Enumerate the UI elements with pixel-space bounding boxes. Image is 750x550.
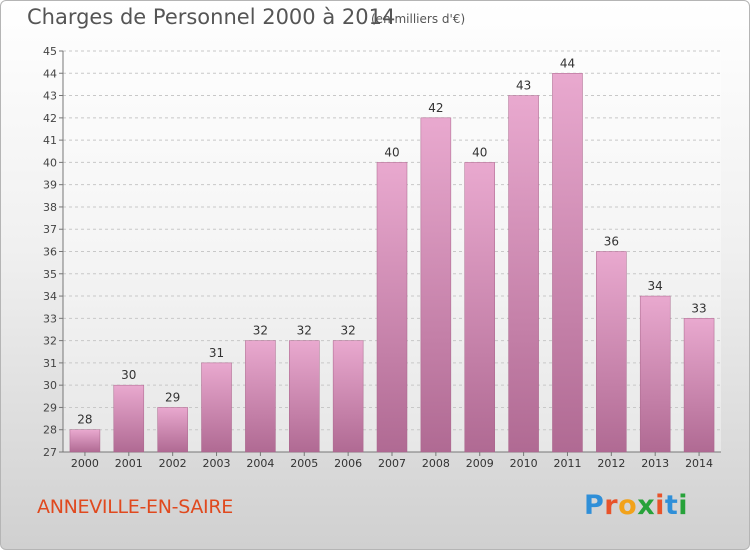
y-tick-label: 36 [43,246,57,259]
y-tick-label: 28 [43,424,57,437]
y-tick-label: 45 [43,45,57,58]
x-tick-label: 2014 [685,457,713,470]
bar [113,384,145,453]
y-tick-label: 37 [43,223,57,236]
x-tick-label: 2011 [553,457,581,470]
x-tick-label: 2002 [159,457,187,470]
data-label: 42 [428,101,443,115]
data-label: 43 [516,79,531,93]
y-tick-label: 27 [43,446,57,459]
y-tick-label: 33 [43,312,57,325]
bar [508,95,539,453]
data-label: 34 [648,279,663,293]
bar [69,429,101,453]
logo-letter: o [618,490,638,521]
x-tick-label: 2001 [115,457,143,470]
x-tick-label: 2005 [290,457,318,470]
y-tick-label: 41 [43,134,57,147]
bar [464,162,495,453]
chart-title: Charges de Personnel 2000 à 2014 [27,5,396,29]
y-tick-label: 39 [43,179,57,192]
logo-letter: i [655,490,665,521]
logo-letter: t [664,490,679,521]
data-label: 40 [472,145,487,159]
bar [376,162,408,453]
y-tick-label: 34 [43,290,57,303]
bar [201,362,232,453]
data-label: 33 [691,301,706,315]
y-tick-label: 35 [43,268,57,281]
place-name: ANNEVILLE-EN-SAIRE [37,496,233,518]
y-tick-label: 29 [43,401,57,414]
x-tick-label: 2009 [466,457,494,470]
y-tick-label: 43 [43,90,57,103]
y-tick-label: 42 [43,112,57,125]
x-tick-label: 2010 [510,457,538,470]
data-label: 32 [253,324,268,338]
bar [683,318,715,453]
bar [157,407,188,453]
proxiti-logo: Proxiti [584,490,688,521]
logo-letter: x [637,490,656,521]
bar [552,73,583,453]
x-tick-label: 2003 [203,457,231,470]
data-label: 32 [297,324,312,338]
data-label: 40 [384,145,399,159]
x-tick-label: 2008 [422,457,450,470]
x-tick-label: 2000 [71,457,99,470]
bar [289,340,320,453]
x-tick-label: 2012 [597,457,625,470]
logo-letter: r [604,490,619,521]
x-tick-label: 2004 [246,457,274,470]
logo-letter: i [678,490,689,521]
unit-note: (en milliers d'€) [371,12,466,26]
y-tick-label: 40 [43,156,57,169]
y-tick-label: 31 [43,357,57,370]
data-label: 29 [165,390,180,404]
bar [245,340,276,453]
y-tick-label: 30 [43,379,57,392]
x-tick-label: 2013 [641,457,669,470]
bar [639,295,671,453]
x-tick-label: 2007 [378,457,406,470]
data-label: 32 [340,324,355,338]
data-label: 28 [77,413,92,427]
data-label: 44 [560,56,575,70]
bar [332,340,364,453]
logo-letter: P [584,490,605,521]
x-tick-label: 2006 [334,457,362,470]
data-label: 31 [209,346,224,360]
y-tick-label: 32 [43,335,57,348]
bar [420,117,452,453]
bar [596,251,627,453]
y-tick-label: 38 [43,201,57,214]
y-tick-label: 44 [43,67,57,80]
data-label: 30 [121,368,136,382]
data-label: 36 [604,235,619,249]
